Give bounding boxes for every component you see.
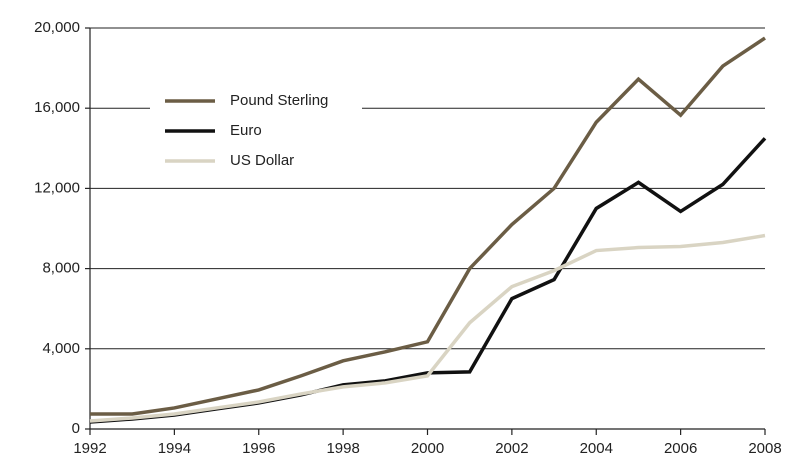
series-line (89, 233, 766, 423)
legend-label: US Dollar (230, 152, 294, 169)
legend-label: Pound Sterling (230, 92, 328, 109)
series-line (90, 36, 766, 416)
x-tick-label: 2006 (664, 440, 697, 457)
y-tick-label: 12,000 (34, 179, 80, 196)
x-tick-label: 2008 (748, 440, 781, 457)
y-tick-label: 16,000 (34, 99, 80, 116)
y-tick-label: 4,000 (42, 340, 80, 357)
x-tick-label: 1998 (326, 440, 359, 457)
x-tick-label: 1994 (158, 440, 191, 457)
y-tick-label: 0 (72, 420, 80, 437)
x-tick-label: 1992 (73, 440, 106, 457)
legend-label: Euro (230, 122, 262, 139)
y-tick-label: 8,000 (42, 260, 80, 277)
x-tick-label: 2004 (580, 440, 613, 457)
x-tick-label: 2002 (495, 440, 528, 457)
x-tick-label: 1996 (242, 440, 275, 457)
y-tick-label: 20,000 (34, 19, 80, 36)
x-tick-label: 2000 (411, 440, 444, 457)
